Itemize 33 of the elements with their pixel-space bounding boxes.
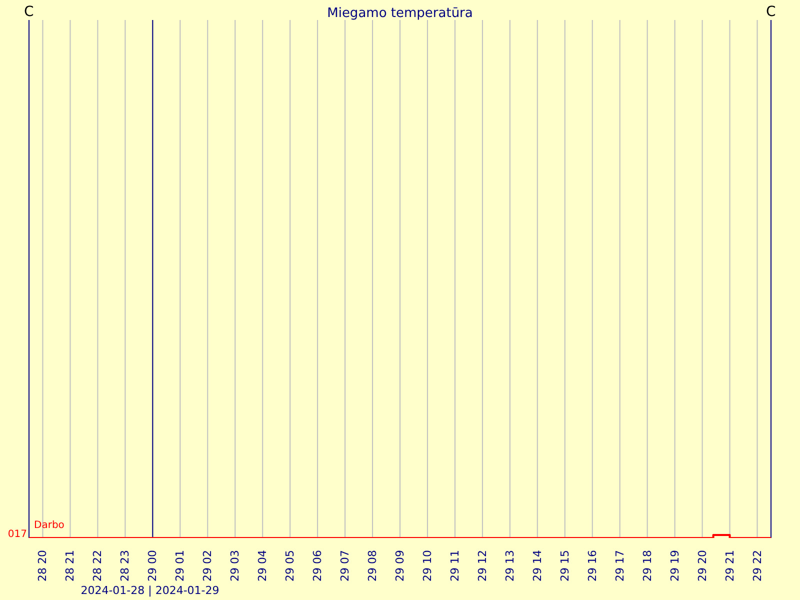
x-tick-label: 28 23 <box>118 550 132 582</box>
x-tick-label: 29 12 <box>476 550 489 582</box>
x-tick-label: 29 16 <box>586 550 599 582</box>
x-tick-label: 29 01 <box>174 550 187 582</box>
x-tick-label: 29 03 <box>228 550 242 582</box>
x-tick-label: 29 21 <box>723 550 736 582</box>
x-tick-label: 29 00 <box>146 550 160 582</box>
x-tick-label: 28 21 <box>64 550 77 582</box>
x-tick-label: 29 10 <box>420 550 434 582</box>
x-tick-label: 29 08 <box>366 550 380 582</box>
x-tick-label: 29 09 <box>394 550 406 582</box>
x-tick-label: 29 05 <box>284 550 297 582</box>
text: 017 <box>6 529 27 540</box>
x-tick-label: 29 17 <box>613 550 626 582</box>
x-tick-label: 29 13 <box>503 550 516 582</box>
text: C <box>766 4 776 20</box>
x-tick-label: 29 07 <box>338 550 352 582</box>
text: C <box>24 4 34 20</box>
x-tick-label: 29 04 <box>256 550 270 582</box>
x-tick-label: 29 15 <box>558 550 572 582</box>
x-tick-label: 29 20 <box>696 550 709 582</box>
x-tick-label: 29 06 <box>311 550 324 582</box>
x-tick-label: 28 22 <box>91 550 104 582</box>
x-tick-label: 28 20 <box>36 550 50 582</box>
x-tick-label: 29 02 <box>201 550 214 582</box>
x-tick-label: 29 18 <box>640 550 654 582</box>
chart-title: Miegamo temperatūra <box>327 6 473 21</box>
x-tick-label: 29 11 <box>448 550 462 582</box>
x-tick-label: 29 19 <box>668 550 682 582</box>
series-label: Darbo <box>34 520 64 531</box>
x-tick-label: 29 14 <box>530 550 544 582</box>
text: 2024-01-28 | 2024-01-29 <box>80 584 220 597</box>
x-tick-label: 29 22 <box>750 550 764 582</box>
